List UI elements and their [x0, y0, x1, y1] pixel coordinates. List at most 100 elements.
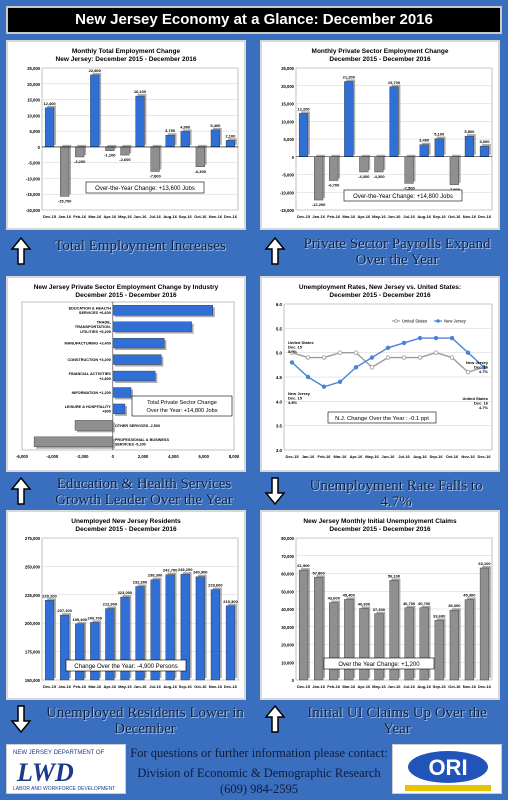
bar — [419, 607, 429, 681]
bar — [314, 156, 324, 201]
data-label: 200,700 — [88, 615, 103, 620]
data-label: 4,900 — [180, 124, 191, 129]
y-tick-label: 10,000 — [281, 119, 294, 124]
chart-svg: New Jersey Private Sector Employment Cha… — [16, 284, 240, 459]
data-label: 45,300 — [463, 593, 476, 598]
category-label-line: +800 — [102, 410, 111, 414]
bar — [44, 600, 55, 681]
data-label: 243,200 — [178, 567, 193, 572]
y-tick-label: 5.5 — [276, 326, 283, 331]
chart-title: Unemployed New Jersey Residents — [71, 518, 181, 525]
category-label: PROFESSIONAL & BUSINESS SERVICES -5,200 — [115, 438, 170, 447]
y-tick-label: 25,000 — [281, 66, 294, 71]
bar — [404, 156, 414, 184]
bar — [359, 156, 369, 173]
x-tick-label: May-16 — [365, 454, 379, 459]
bar — [60, 146, 70, 197]
annotation-box — [65, 659, 187, 672]
x-tick-label: Feb-16 — [73, 214, 87, 219]
bar — [298, 569, 309, 681]
bar — [374, 613, 384, 681]
chart-title: Unemployment Rates, New Jersey vs. Unite… — [299, 284, 461, 291]
chart-subtitle: December 2015 - December 2016 — [329, 56, 431, 63]
annotation-text: Over-the-Year Change: +13,600 Jobs — [95, 186, 195, 192]
annotation-box — [323, 657, 435, 670]
series-point — [353, 350, 359, 355]
bar — [434, 138, 444, 157]
callout-label-line: New Jersey — [466, 360, 489, 365]
bar — [75, 623, 85, 681]
x-tick-label: Jun-16 — [134, 684, 148, 689]
bar — [195, 576, 205, 681]
data-label: 57,800 — [312, 570, 325, 575]
bar — [150, 579, 160, 681]
data-label: 229,600 — [208, 583, 223, 588]
lwd-logo-text: LWD — [16, 758, 74, 787]
bar — [120, 596, 130, 681]
y-tick-label: 3.0 — [276, 448, 283, 453]
bar — [112, 387, 132, 398]
unemployed-residents-chart: Unemployed New Jersey Residents December … — [6, 510, 246, 700]
x-tick-label: Oct-16 — [194, 214, 207, 219]
data-label: 12,400 — [43, 101, 56, 106]
bar — [449, 156, 459, 185]
x-tick-label: Dec-15 — [297, 214, 311, 219]
x-tick-label: Apr-16 — [358, 214, 371, 219]
bar — [479, 567, 490, 681]
y-tick-label: -20,000 — [26, 208, 41, 213]
category-label-line: PROFESSIONAL & BUSINESS — [115, 438, 170, 442]
contact-info: For questions or further information ple… — [130, 745, 388, 797]
data-label: 56,100 — [388, 573, 401, 578]
caption-education-health: Education & Health Services Growth Leade… — [55, 476, 233, 508]
bar — [314, 577, 324, 681]
data-label: 2,100 — [225, 133, 236, 138]
category-label-line: SERVICES +6,600 — [79, 311, 111, 315]
x-tick-label: Jan-16 — [58, 684, 71, 689]
bar — [90, 74, 100, 148]
x-tick-label: Jun-16 — [388, 684, 402, 689]
bar — [44, 107, 55, 148]
category-label: FINANCIAL ACTIVITIES +2,800 — [69, 372, 112, 381]
data-label: 39,300 — [448, 603, 461, 608]
y-tick-label: 10,000 — [27, 113, 40, 118]
chart-title: New Jersey Private Sector Employment Cha… — [34, 284, 219, 291]
category-label-line: TRADE, — [97, 321, 111, 325]
data-label: 43,600 — [328, 596, 341, 601]
x-tick-label: Sep-16 — [179, 214, 193, 219]
y-tick-label: -15,000 — [280, 208, 295, 213]
x-tick-label: Dec-16 — [478, 214, 492, 219]
x-tick-label: Oct-16 — [194, 684, 207, 689]
y-tick-label: 80,000 — [281, 536, 294, 541]
x-tick-label: Apr-16 — [104, 684, 117, 689]
series-point — [385, 355, 391, 360]
y-tick-label: -10,000 — [26, 176, 41, 181]
category-label-line: EDUCATION & HEALTH — [69, 306, 112, 310]
bar — [329, 602, 339, 681]
x-tick-label: 4,000 — [168, 454, 179, 459]
annotation-box — [343, 189, 463, 202]
data-label: -6,300 — [195, 169, 207, 174]
bar — [135, 586, 145, 681]
total-employment-chart: Monthly Total Employment Change New Jerse… — [6, 40, 246, 230]
bar — [74, 420, 114, 431]
bar — [434, 620, 444, 681]
data-label: 21,200 — [343, 74, 356, 79]
data-label: 5,400 — [210, 123, 221, 128]
series-point — [321, 384, 327, 389]
y-tick-label: -5,000 — [28, 161, 41, 166]
data-label: 40,700 — [418, 601, 431, 606]
bar — [112, 305, 213, 316]
chart-title: Monthly Total Employment Change — [72, 48, 181, 55]
series-point — [353, 365, 359, 370]
category-label-line: OTHER SERVICES -2,500 — [115, 424, 160, 428]
y-tick-label: 5.0 — [276, 351, 283, 356]
industry-chart: New Jersey Private Sector Employment Cha… — [6, 276, 246, 472]
data-label: -3,200 — [74, 159, 86, 164]
x-tick-label: Sep-16 — [433, 684, 447, 689]
chart-subtitle: December 2015 - December 2016 — [75, 526, 177, 533]
series-point — [449, 355, 455, 360]
data-label: -4,300 — [358, 174, 370, 179]
data-label: 12,200 — [297, 106, 310, 111]
chart-subtitle: December 2015 - December 2016 — [329, 526, 431, 533]
category-label-line: +2,800 — [99, 377, 111, 381]
